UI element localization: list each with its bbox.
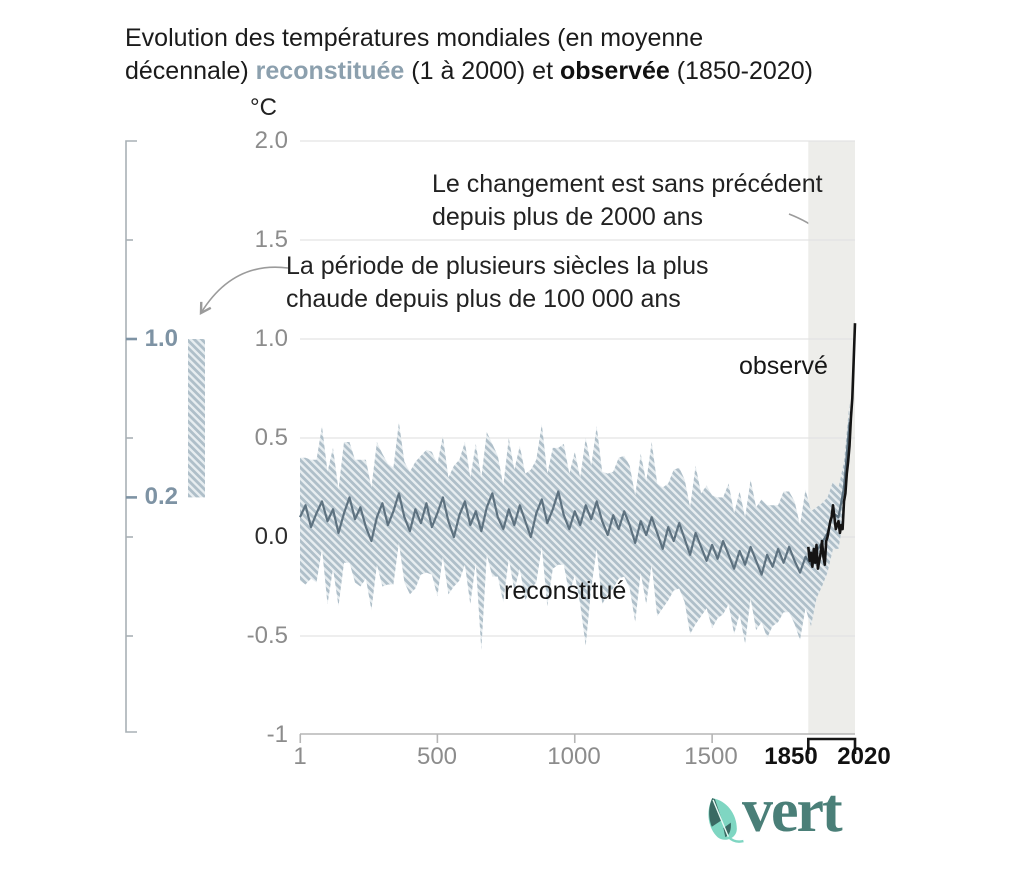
- annotation-unprecedented: Le changement est sans précédent depuis …: [432, 170, 823, 231]
- x-tick-1000: 1000: [547, 743, 601, 770]
- chart-title-line2: décennale) reconstituée (1 à 2000) et ob…: [125, 57, 813, 85]
- y-tick-1.0: 1.0: [254, 325, 288, 352]
- reconstructed-uncertainty-band: [300, 402, 850, 650]
- annotation-warm-period: La période de plusieurs siècles la plus …: [286, 252, 709, 313]
- bracket-1850-2020: [806, 737, 857, 754]
- vert-wordmark: vert: [742, 777, 843, 845]
- y-tick-neg0.5: -0.5: [246, 622, 288, 649]
- left-ruler: [125, 140, 137, 733]
- series-label-reconstructed: reconstitué: [504, 577, 627, 605]
- x-tick-500: 500: [416, 743, 458, 770]
- y-tick-neg1: -1: [266, 721, 288, 748]
- chart-title: Evolution des températures mondiales (en…: [125, 22, 885, 88]
- x-tick-1: 1: [293, 743, 307, 770]
- title-word-observee: observée: [559, 57, 670, 85]
- left-scale-hatched-bar: [188, 339, 205, 498]
- y-tick-0.0: 0.0: [254, 523, 288, 550]
- left-scale-label-1.0: 1.0: [144, 325, 178, 352]
- arrow-to-left-scale: [199, 266, 289, 316]
- reconstructed-line: [299, 422, 851, 576]
- vert-logo: vert: [698, 778, 918, 858]
- x-tick-1850: 1850: [764, 743, 818, 770]
- y-tick-2.0: 2.0: [254, 127, 288, 154]
- y-axis-unit: °C: [250, 94, 277, 121]
- left-scale-label-0.2: 0.2: [144, 483, 178, 510]
- y-tick-1.5: 1.5: [254, 226, 288, 253]
- x-tick-1500: 1500: [684, 743, 738, 770]
- series-label-observed: observé: [739, 352, 828, 380]
- observed-line: [807, 323, 857, 571]
- chart-title-line1: Evolution des températures mondiales (en…: [125, 24, 704, 52]
- y-tick-0.5: 0.5: [254, 424, 288, 451]
- title-word-reconstituee: reconstituée: [255, 57, 405, 85]
- leaf-icon: [708, 798, 744, 843]
- x-tick-2020: 2020: [837, 743, 891, 770]
